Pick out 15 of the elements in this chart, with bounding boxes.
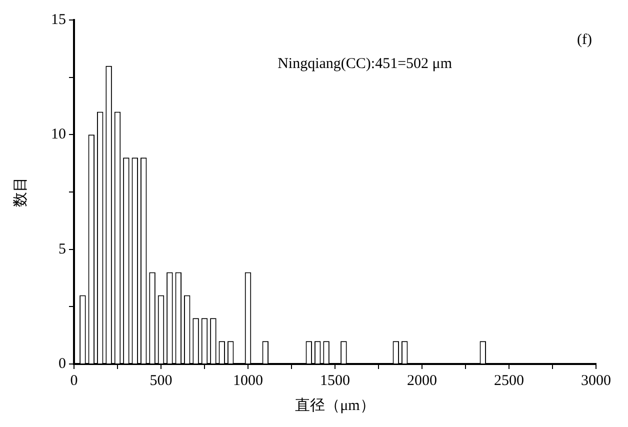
x-axis-title: 直径（μm） [295,396,375,414]
x-tick-label: 2000 [407,372,437,389]
x-tick-label: 3000 [581,372,611,389]
y-tick-label: 0 [58,356,66,372]
y-tick-label: 10 [51,126,66,143]
y-tick-label: 5 [58,241,66,258]
annotation: (f) [577,32,592,48]
annotation: Ningqiang(CC):451=502 μm [278,56,452,72]
y-tick-label: 15 [51,12,66,28]
x-tick-label: 2500 [494,372,524,389]
x-tick-label: 0 [70,372,78,389]
x-tick-label: 1500 [320,372,350,389]
y-axis-title: 数目 [12,177,29,207]
x-tick-label: 1000 [233,372,263,389]
x-tick-label: 500 [150,372,172,389]
